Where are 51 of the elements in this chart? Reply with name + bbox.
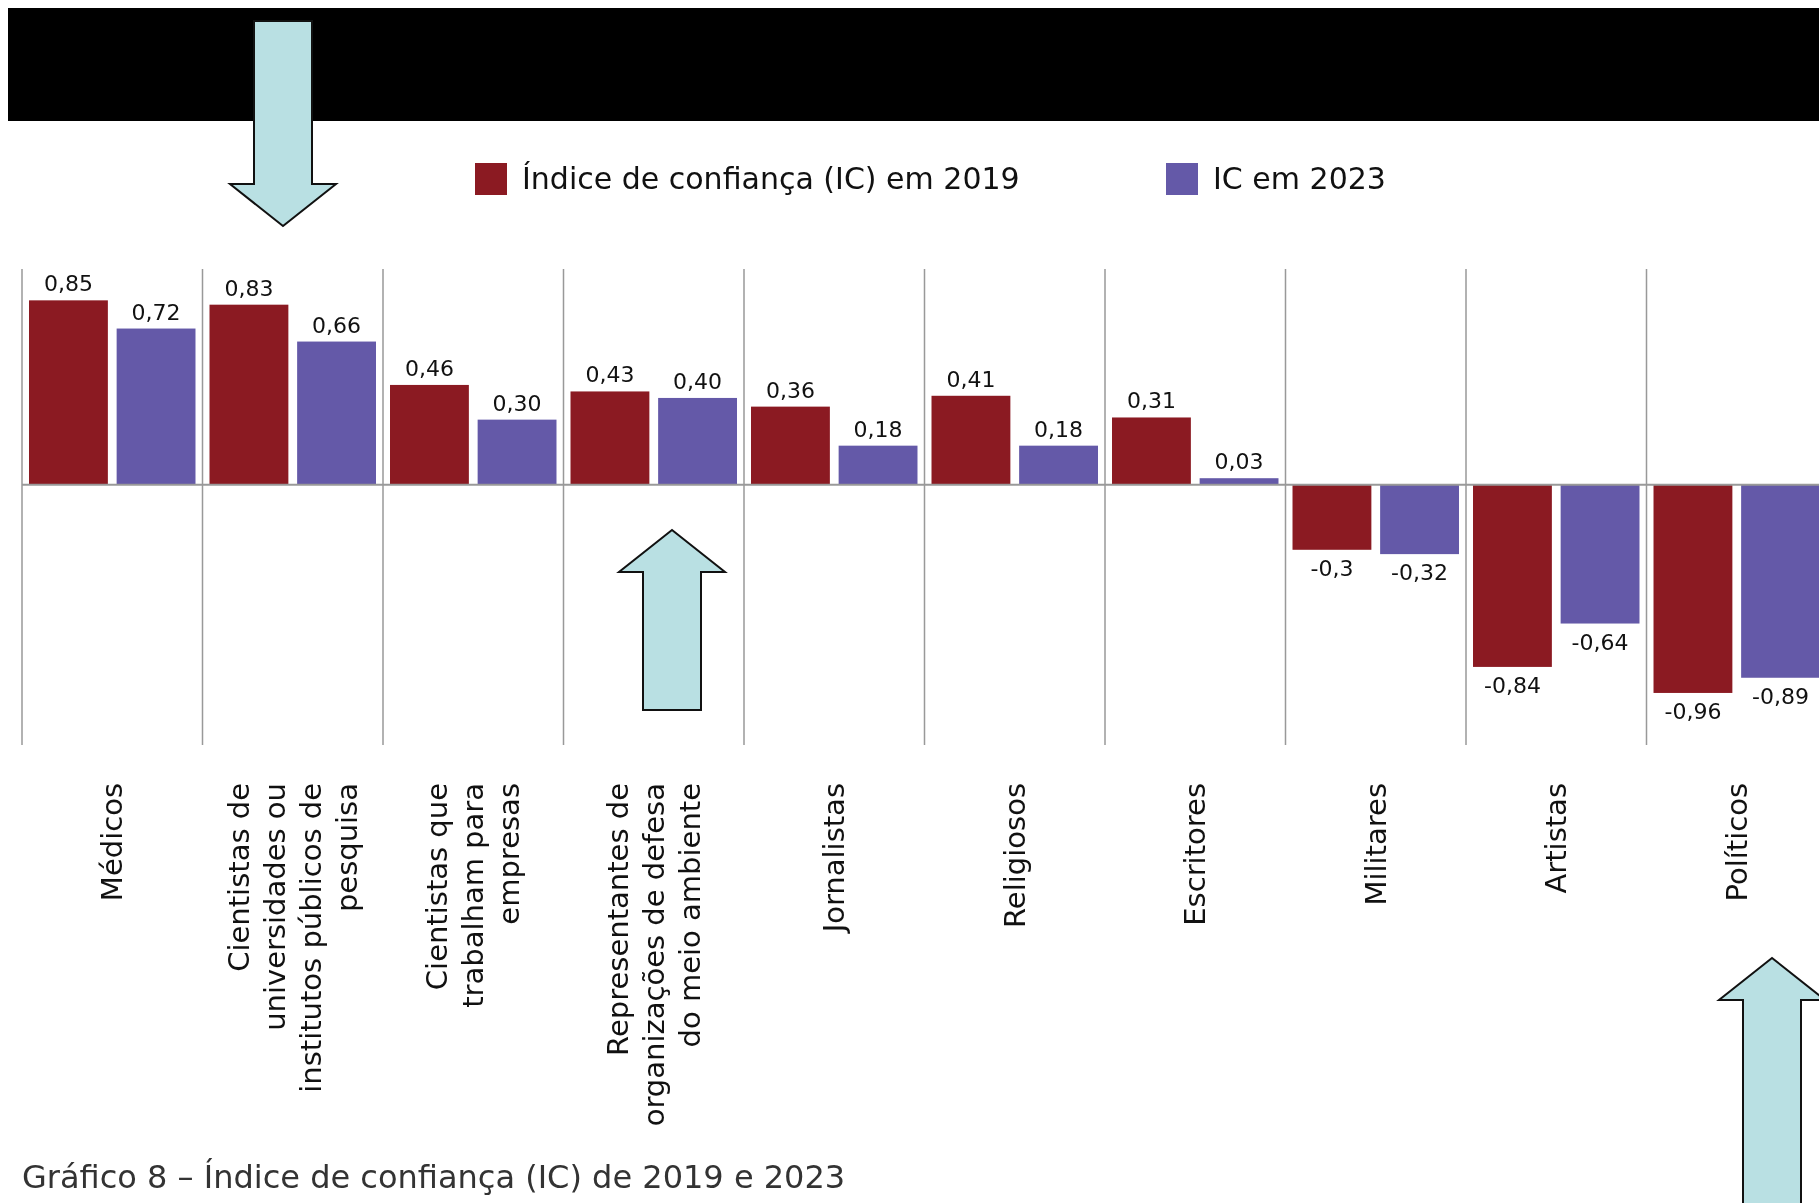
x-tick-label: Escritores xyxy=(1178,783,1213,926)
data-label: -0,3 xyxy=(1310,555,1354,581)
bar xyxy=(1019,445,1098,485)
data-label: -0,96 xyxy=(1664,698,1722,724)
x-tick-label: Militares xyxy=(1358,783,1393,906)
bar xyxy=(751,406,830,485)
bar xyxy=(1653,484,1733,693)
data-label: 0,40 xyxy=(673,368,723,394)
data-label: -0,32 xyxy=(1391,560,1449,586)
data-label: 0,83 xyxy=(224,275,274,301)
x-tick-label: Médicos xyxy=(95,783,130,902)
data-label: 0,30 xyxy=(492,390,542,416)
data-label: 0,36 xyxy=(765,377,815,403)
bar xyxy=(658,397,737,485)
bar xyxy=(1199,478,1279,485)
bar xyxy=(116,328,196,485)
data-label: 0,31 xyxy=(1126,388,1176,414)
data-label: -0,84 xyxy=(1483,672,1541,698)
data-label: 0,41 xyxy=(946,366,996,392)
bar xyxy=(1380,484,1459,555)
data-label: -0,64 xyxy=(1571,629,1629,655)
data-label: 0,18 xyxy=(853,416,903,442)
text: Gráfico 8 – Índice de confiança (IC) de 2019 e 2023 xyxy=(22,1158,846,1196)
data-label: 0,72 xyxy=(131,299,181,325)
x-tick-label: Políticos xyxy=(1719,783,1754,902)
bar xyxy=(297,341,376,485)
data-label: 0,46 xyxy=(404,355,454,381)
data-label: 0,66 xyxy=(312,312,362,338)
x-tick-label: Cientistas de universidades ou institutos públicos de pesquisa xyxy=(221,783,364,1093)
bar xyxy=(1292,484,1372,550)
bar xyxy=(1112,417,1191,485)
x-tick-label: Religiosos xyxy=(997,783,1032,928)
data-label: -0,89 xyxy=(1752,683,1810,709)
bar xyxy=(570,391,650,485)
data-label: 0,18 xyxy=(1034,416,1084,442)
x-tick-label: Artistas xyxy=(1539,783,1574,894)
bar xyxy=(477,419,557,485)
bar xyxy=(931,395,1011,485)
data-label: 0,85 xyxy=(43,271,93,297)
bar xyxy=(1560,484,1640,624)
x-tick-label: Jornalistas xyxy=(817,783,852,935)
bar xyxy=(29,300,108,485)
data-label: 0,03 xyxy=(1214,449,1264,475)
bar xyxy=(1473,484,1552,667)
legend-label: Índice de confiança (IC) em 2019 xyxy=(522,161,1020,196)
bar xyxy=(838,445,918,485)
bar xyxy=(1741,484,1819,678)
bar xyxy=(390,384,469,485)
legend-label: IC em 2023 xyxy=(1213,161,1386,196)
bar xyxy=(209,304,289,485)
data-label: 0,43 xyxy=(585,362,635,388)
